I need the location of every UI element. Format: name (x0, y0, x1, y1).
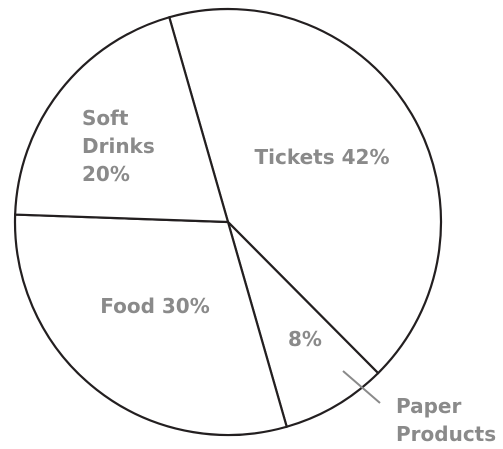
pie-slice-food (13, 213, 289, 437)
pie-slice-tickets (167, 7, 443, 375)
callout-label-paper-products: Paper Products (396, 394, 496, 446)
pie-slice-soft-drinks (13, 15, 230, 224)
slice-label-soft-drinks: Soft Drinks 20% (82, 106, 155, 186)
slice-label-paper-products: 8% (288, 327, 322, 351)
callout-leader-line (342, 370, 381, 404)
slice-label-food: Food 30% (100, 294, 209, 318)
pie-slice-paper-products (226, 221, 380, 429)
slice-label-tickets: Tickets 42% (255, 145, 390, 169)
